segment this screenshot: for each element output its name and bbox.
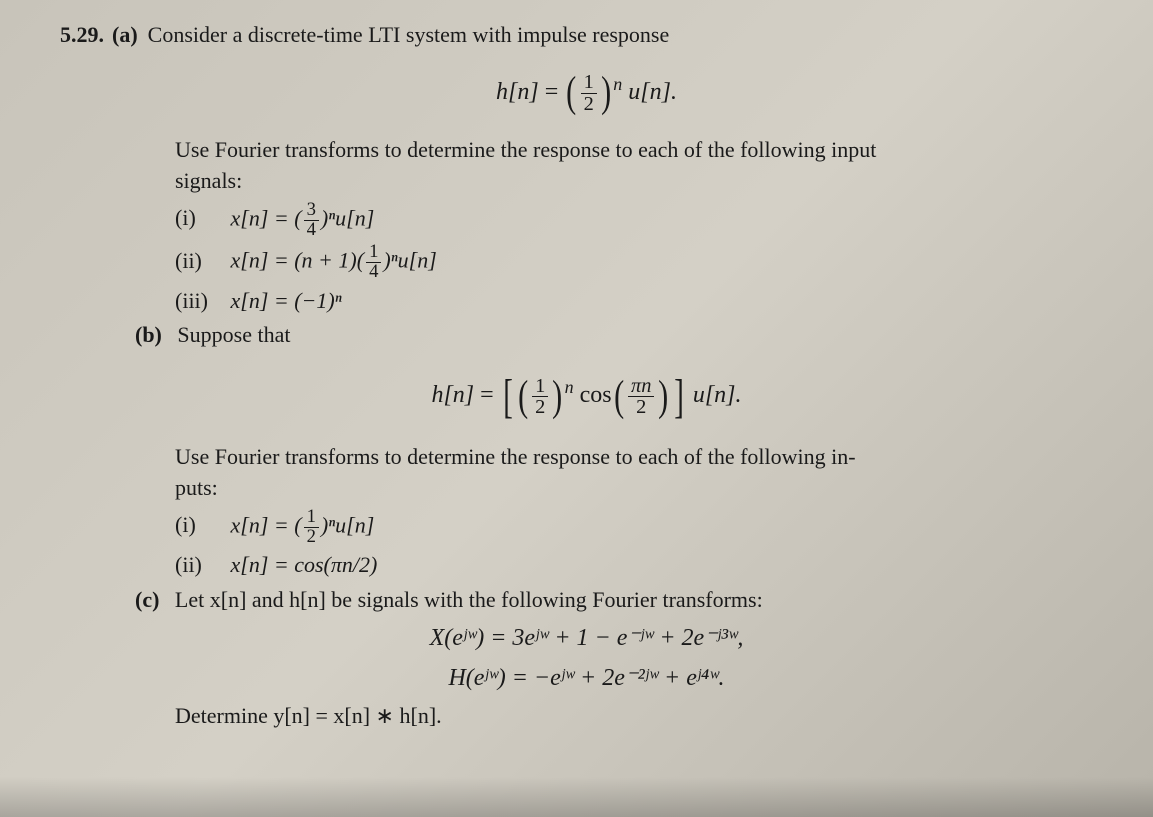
cos-func: cos	[580, 382, 612, 408]
part-b-equation: h[n] = [(12)n cos(πn2)] u[n].	[60, 363, 1113, 430]
part-a-intro: Consider a discrete-time LTI system with…	[148, 20, 670, 51]
item-a-i-post: )ⁿu[n]	[321, 205, 374, 230]
part-b-items: (i) x[n] = (12)ⁿu[n] (ii) x[n] = cos(πn/…	[175, 508, 1113, 581]
item-b-i: (i) x[n] = (12)ⁿu[n]	[175, 508, 1113, 546]
item-a-iii-text: x[n] = (−1)ⁿ	[231, 288, 342, 313]
part-b-header: (b) Suppose that	[135, 320, 1113, 351]
eq-lhs: h[n]	[496, 79, 539, 105]
fraction: 12	[581, 72, 597, 114]
paren-right-icon: )	[601, 63, 611, 123]
part-a-instruction-1: Use Fourier transforms to determine the …	[175, 135, 1093, 166]
part-b-instruction-2: puts:	[175, 473, 1093, 504]
item-b-i-post: )ⁿu[n]	[321, 512, 374, 537]
paren-right-icon: )	[659, 367, 669, 427]
textbook-page: 5.29. (a) Consider a discrete-time LTI s…	[0, 0, 1153, 752]
item-a-i: (i) x[n] = (34)ⁿu[n]	[175, 201, 1113, 239]
paren-left-icon: (	[614, 367, 624, 427]
part-b-label: (b)	[135, 322, 162, 347]
eq-equals: =	[545, 79, 559, 105]
problem-header: 5.29. (a) Consider a discrete-time LTI s…	[60, 20, 1113, 51]
roman-iii: (iii)	[175, 286, 225, 317]
eq-c1: X(eʲʷ) = 3eʲʷ + 1 − e⁻ʲʷ + 2e⁻ʲ³ʷ,	[430, 625, 744, 651]
exponent-b: n	[565, 377, 574, 397]
page-shadow	[0, 777, 1153, 817]
roman-i: (i)	[175, 203, 225, 234]
item-b-ii-text: x[n] = cos(πn/2)	[231, 552, 378, 577]
paren-left-icon: (	[518, 367, 528, 427]
problem-number: 5.29.	[60, 20, 104, 51]
part-c-eq2: H(eʲʷ) = −eʲʷ + 2e⁻²ʲʷ + eʲ⁴ʷ.	[60, 662, 1113, 696]
part-a-label: (a)	[112, 20, 138, 51]
item-a-iii: (iii) x[n] = (−1)ⁿ	[175, 286, 1113, 317]
roman-bi: (i)	[175, 510, 225, 541]
fraction: 12	[304, 508, 319, 546]
eq-b-lhs: h[n]	[431, 382, 474, 408]
part-a-items: (i) x[n] = (34)ⁿu[n] (ii) x[n] = (n + 1)…	[175, 201, 1113, 317]
roman-ii: (ii)	[175, 246, 225, 277]
fraction: πn2	[628, 376, 654, 418]
paren-right-icon: )	[552, 367, 562, 427]
bracket-left-icon: [	[503, 363, 513, 430]
part-b-intro: Suppose that	[177, 322, 290, 347]
roman-bii: (ii)	[175, 550, 225, 581]
part-c-header: (c) Let x[n] and h[n] be signals with th…	[135, 585, 1113, 616]
fraction: 14	[366, 243, 381, 281]
item-a-ii-pre: x[n] = (n + 1)(	[231, 248, 365, 273]
part-c-intro: Let x[n] and h[n] be signals with the fo…	[175, 587, 763, 612]
eq-b-tail: u[n].	[693, 382, 742, 408]
fraction: 12	[532, 376, 548, 418]
item-a-ii-post: )ⁿu[n]	[383, 248, 436, 273]
paren-left-icon: (	[566, 63, 576, 123]
final-text: Determine y[n] = x[n] ∗ h[n].	[175, 703, 442, 728]
eq-c2: H(eʲʷ) = −eʲʷ + 2e⁻²ʲʷ + eʲ⁴ʷ.	[448, 665, 724, 691]
item-b-i-pre: x[n] = (	[231, 512, 302, 537]
part-b-instruction-1: Use Fourier transforms to determine the …	[175, 442, 1093, 473]
exponent: n	[613, 74, 622, 94]
bracket-right-icon: ]	[674, 363, 684, 430]
part-c-final: Determine y[n] = x[n] ∗ h[n].	[175, 701, 1093, 732]
item-b-ii: (ii) x[n] = cos(πn/2)	[175, 550, 1113, 581]
eq-tail: u[n].	[628, 79, 677, 105]
item-a-ii: (ii) x[n] = (n + 1)(14)ⁿu[n]	[175, 243, 1113, 281]
eq-b-equals: =	[480, 382, 494, 408]
part-a-instruction-2: signals:	[175, 166, 1093, 197]
fraction: 34	[304, 201, 319, 239]
item-a-i-pre: x[n] = (	[231, 205, 302, 230]
part-c-eq1: X(eʲʷ) = 3eʲʷ + 1 − e⁻ʲʷ + 2e⁻ʲ³ʷ,	[60, 622, 1113, 656]
part-c-label: (c)	[135, 587, 159, 612]
part-a-equation: h[n] = (12)n u[n].	[60, 63, 1113, 123]
